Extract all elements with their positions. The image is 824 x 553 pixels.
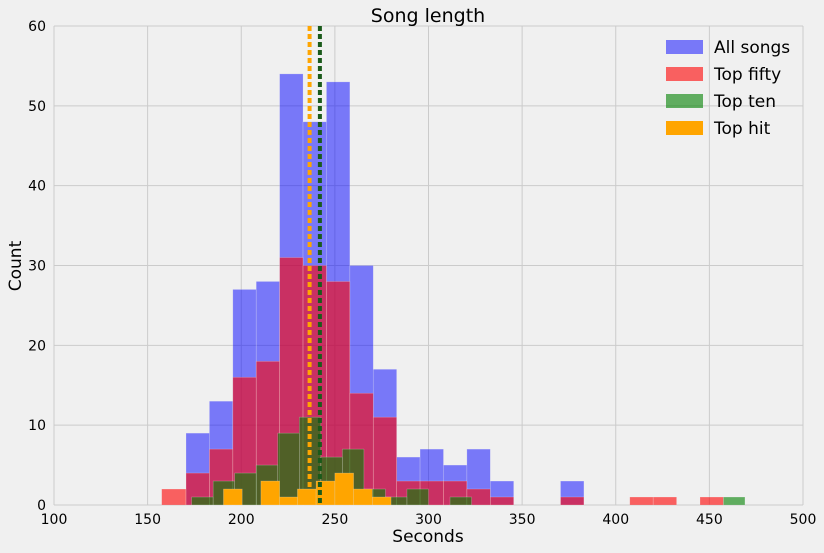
legend-label: Top hit [713, 119, 771, 139]
x-tick-label: 350 [509, 512, 536, 528]
bar-top-fifty [629, 496, 654, 506]
legend-swatch [666, 40, 703, 54]
legend-entry-top-hit: Top hit [666, 119, 771, 139]
tick-labels: 100 150 200 250 300 350 400 450 500 0 10 20 30 40 50 60 [28, 19, 816, 528]
bar-top-hit [334, 472, 354, 506]
x-tick-label: 400 [602, 512, 629, 528]
y-tick-label: 10 [28, 418, 46, 434]
y-tick-label: 40 [28, 179, 46, 195]
y-tick-label: 0 [37, 498, 46, 514]
x-tick-label: 300 [415, 512, 442, 528]
legend-entry-top-ten: Top ten [666, 92, 776, 112]
legend-label: Top ten [713, 92, 776, 112]
y-tick-label: 60 [28, 19, 46, 35]
bar-top-fifty [161, 488, 187, 506]
legend-swatch [666, 121, 703, 135]
grid [53, 25, 804, 506]
bar-top-ten [723, 496, 746, 506]
legend-entry-all-songs: All songs [666, 38, 790, 58]
x-tick-label: 500 [790, 512, 817, 528]
bar-top-hit [279, 496, 298, 506]
bar-top-fifty [652, 496, 677, 506]
series-top-hit [223, 472, 392, 506]
x-tick-label: 100 [41, 512, 68, 528]
bar-top-hit [260, 480, 280, 506]
bar-top-ten [449, 496, 472, 506]
x-axis-label: Seconds [392, 527, 464, 547]
bar-top-ten [277, 432, 300, 506]
legend-label: All songs [714, 38, 790, 58]
y-tick-label: 20 [28, 338, 46, 354]
histogram-bars [161, 73, 746, 506]
legend-label: Top fifty [713, 65, 781, 85]
y-tick-label: 50 [28, 99, 46, 115]
x-tick-label: 250 [322, 512, 349, 528]
bar-top-hit [223, 488, 243, 506]
y-tick-label: 30 [28, 259, 46, 275]
bar-top-fifty [699, 496, 724, 506]
bar-top-ten [406, 488, 429, 506]
x-tick-label: 200 [228, 512, 255, 528]
legend: All songs Top fifty Top ten Top hit [666, 38, 790, 139]
bar-top-hit [372, 496, 392, 506]
chart-title: Song length [371, 5, 485, 27]
bar-top-fifty [560, 496, 585, 506]
x-tick-label: 150 [134, 512, 161, 528]
y-axis-label: Count [6, 240, 26, 291]
x-tick-label: 450 [696, 512, 723, 528]
legend-swatch [666, 94, 703, 108]
bar-top-hit [297, 488, 317, 506]
bar-top-hit [353, 488, 373, 506]
bar-top-ten [191, 496, 214, 506]
legend-swatch [666, 67, 703, 81]
legend-entry-top-fifty: Top fifty [666, 65, 781, 85]
bar-top-fifty [489, 496, 514, 506]
